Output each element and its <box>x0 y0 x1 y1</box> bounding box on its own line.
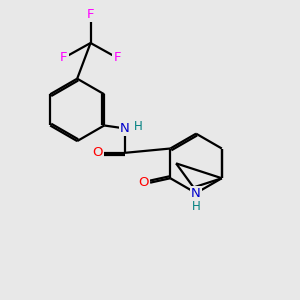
Text: H: H <box>192 200 200 213</box>
Text: O: O <box>92 146 102 159</box>
Text: N: N <box>191 187 201 200</box>
Text: H: H <box>134 121 143 134</box>
Text: F: F <box>114 51 121 64</box>
Text: O: O <box>138 176 149 189</box>
Text: F: F <box>60 51 68 64</box>
Text: F: F <box>87 8 94 21</box>
Text: N: N <box>120 122 130 135</box>
